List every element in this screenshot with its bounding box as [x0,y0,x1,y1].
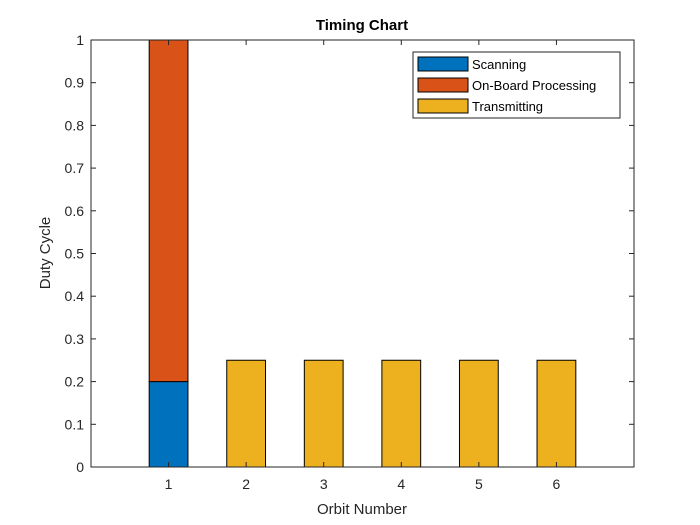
legend-label-scanning: Scanning [472,57,526,72]
bar-transmitting-orbit-3 [303,359,344,468]
x-tick-label-5: 5 [475,476,483,492]
bar-transmitting-orbit-5 [458,359,499,468]
y-tick-label-1: 1 [76,32,84,48]
x-axis-label: Orbit Number [317,501,407,518]
bar-transmitting-orbit-4 [381,359,422,468]
legend-label-on-board-processing: On-Board Processing [472,78,596,93]
y-tick-label-0.8: 0.8 [65,117,85,133]
bars-group [148,39,577,468]
bar-transmitting-orbit-2 [226,359,267,468]
ticks-group: 1 2 3 4 5 6 0 0.1 0.2 0.3 0.4 0.5 0.6 0.7 0.8 0.9 1 [65,32,634,492]
y-axis-label: Duty Cycle [37,217,54,290]
legend-swatch-scanning [417,56,469,72]
y-tick-label-0.6: 0.6 [65,203,85,219]
y-tick-label-0.7: 0.7 [65,160,85,176]
bar-transmitting-orbit-6 [536,359,577,468]
chart-title: Timing Chart [316,17,408,34]
x-tick-label-4: 4 [397,476,405,492]
y-tick-label-0.1: 0.1 [65,416,85,432]
axes-frame [90,39,635,468]
legend: Scanning On-Board Processing Transmittin… [412,51,621,119]
y-tick-label-0: 0 [76,459,84,475]
x-tick-label-1: 1 [165,476,173,492]
y-tick-label-0.9: 0.9 [65,75,85,91]
x-tick-label-2: 2 [242,476,250,492]
legend-label-transmitting: Transmitting [472,99,543,114]
legend-swatch-transmitting [417,98,469,114]
x-tick-label-6: 6 [553,476,561,492]
x-tick-label-3: 3 [320,476,328,492]
y-tick-label-0.5: 0.5 [65,246,85,262]
bar-on-board-processing-orbit-1 [148,39,189,383]
y-tick-label-0.4: 0.4 [65,288,85,304]
y-tick-label-0.2: 0.2 [65,374,85,390]
legend-swatch-on-board-processing [417,77,469,93]
bar-scanning-orbit-1 [148,381,189,468]
y-tick-label-0.3: 0.3 [65,331,85,347]
